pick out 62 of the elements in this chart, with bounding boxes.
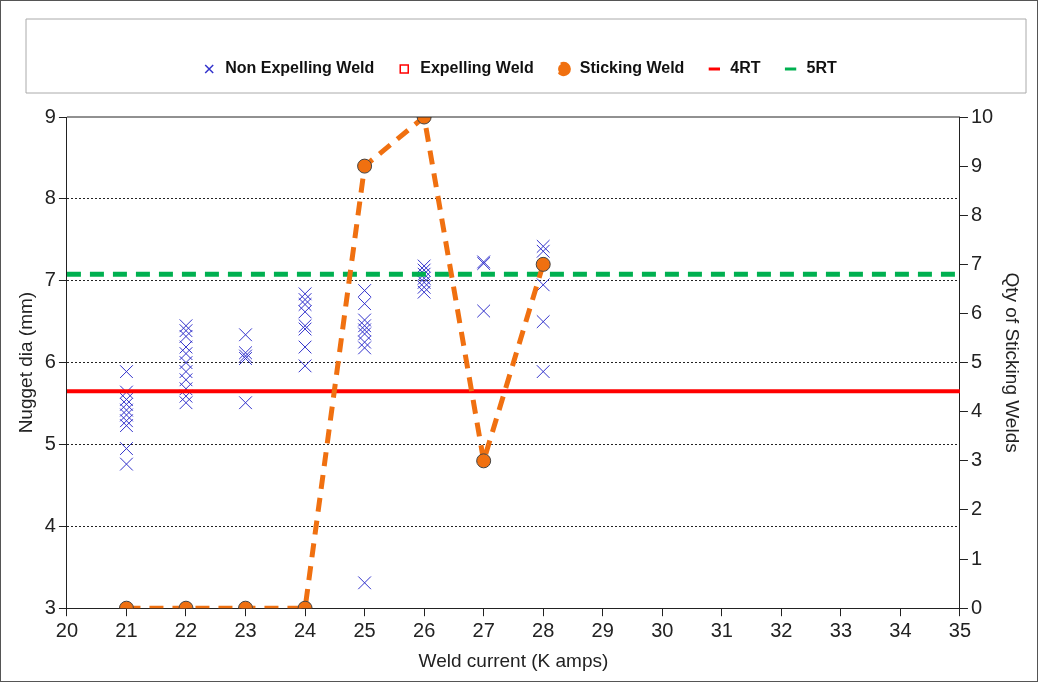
x-tick-label: 24 bbox=[293, 618, 317, 641]
point bbox=[536, 314, 551, 329]
x-tick-label: 27 bbox=[472, 618, 495, 641]
point bbox=[179, 323, 193, 338]
legend-label: Sticking Weld bbox=[579, 59, 685, 77]
point bbox=[357, 318, 372, 333]
point bbox=[357, 158, 373, 174]
y-tick-label: 5 bbox=[44, 431, 56, 454]
y2-tick-label: 1 bbox=[970, 546, 983, 569]
y2-tick-label: 10 bbox=[970, 104, 994, 127]
x-tick-label: 32 bbox=[770, 618, 793, 641]
point bbox=[357, 575, 372, 590]
legend-label: Expelling Weld bbox=[420, 59, 534, 77]
point bbox=[298, 359, 312, 373]
x-tick-label: 21 bbox=[115, 618, 138, 641]
point bbox=[238, 327, 253, 342]
y2-tick-label: 5 bbox=[970, 350, 983, 373]
x-tick-label: 28 bbox=[532, 618, 555, 641]
point bbox=[536, 277, 551, 292]
x-tick-label: 23 bbox=[234, 618, 257, 641]
x-tick-label: 33 bbox=[829, 618, 853, 641]
y2-tick-label: 3 bbox=[970, 448, 983, 471]
legend-label: Non Expelling Weld bbox=[225, 59, 375, 77]
y2-tick-label: 6 bbox=[970, 301, 983, 323]
y-tick-label: 7 bbox=[44, 268, 56, 291]
y-tick-label: 8 bbox=[44, 186, 56, 209]
x-tick-label: 34 bbox=[889, 618, 912, 641]
y2-tick-label: 4 bbox=[970, 399, 983, 422]
x-tick-label: 20 bbox=[55, 618, 79, 641]
y2-tick-label: 7 bbox=[970, 251, 983, 274]
point bbox=[536, 239, 551, 254]
y2-tick-label: 0 bbox=[970, 595, 983, 618]
y-tick-label: 6 bbox=[44, 350, 56, 373]
point bbox=[298, 340, 312, 354]
legend-label: 4RT bbox=[730, 59, 761, 77]
y-tick-label: 4 bbox=[44, 513, 56, 536]
point bbox=[119, 364, 134, 379]
x-tick-label: 22 bbox=[174, 618, 198, 641]
point bbox=[179, 346, 193, 361]
x-tick-label: 26 bbox=[413, 618, 436, 641]
point bbox=[536, 364, 551, 379]
point bbox=[179, 364, 193, 379]
x-tick-label: 29 bbox=[591, 618, 614, 641]
point bbox=[179, 372, 193, 387]
x-axis-title: Weld current (K amps) bbox=[418, 649, 609, 671]
point bbox=[476, 304, 491, 318]
y2-tick-label: 2 bbox=[970, 497, 983, 520]
y-tick-label: 9 bbox=[44, 104, 56, 127]
x-tick-label: 35 bbox=[948, 618, 972, 641]
y-tick-label: 3 bbox=[44, 595, 56, 618]
y2-tick-label: 8 bbox=[970, 202, 983, 225]
legend-label: 5RT bbox=[806, 59, 838, 77]
y2-tick-label: 9 bbox=[970, 153, 983, 176]
x-tick-label: 31 bbox=[710, 618, 733, 641]
point bbox=[536, 244, 551, 259]
x-tick-label: 30 bbox=[651, 618, 674, 641]
point bbox=[238, 395, 253, 410]
y-axis-title: Nugget dia (mm) bbox=[14, 291, 36, 434]
point bbox=[535, 256, 551, 272]
y2-axis-title: Qty of Sticking Welds bbox=[1002, 272, 1024, 453]
x-tick-label: 25 bbox=[353, 618, 376, 641]
point bbox=[298, 322, 312, 336]
